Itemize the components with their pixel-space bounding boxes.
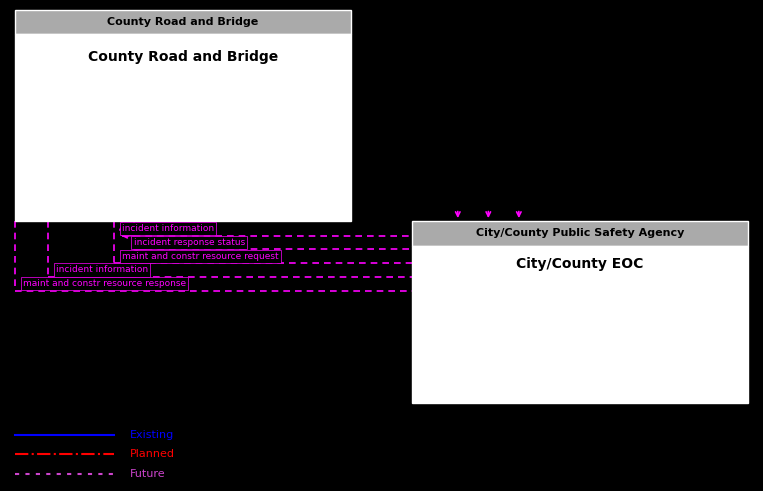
Text: incident response status: incident response status (134, 238, 245, 247)
Text: incident information: incident information (122, 224, 214, 233)
Bar (15, 10, 351, 34)
Text: County Road and Bridge: County Road and Bridge (88, 50, 278, 64)
Text: Future: Future (130, 469, 166, 479)
Text: City/County EOC: City/County EOC (517, 257, 643, 272)
Text: maint and constr resource response: maint and constr resource response (23, 279, 186, 288)
Text: maint and constr resource request: maint and constr resource request (122, 252, 278, 261)
Text: Existing: Existing (130, 430, 174, 439)
Text: City/County Public Safety Agency: City/County Public Safety Agency (475, 228, 684, 238)
Text: County Road and Bridge: County Road and Bridge (108, 17, 259, 27)
Text: incident information: incident information (56, 266, 148, 274)
Bar (412, 246, 748, 403)
Bar (412, 221, 748, 246)
Text: Planned: Planned (130, 449, 175, 459)
Bar (15, 34, 351, 221)
